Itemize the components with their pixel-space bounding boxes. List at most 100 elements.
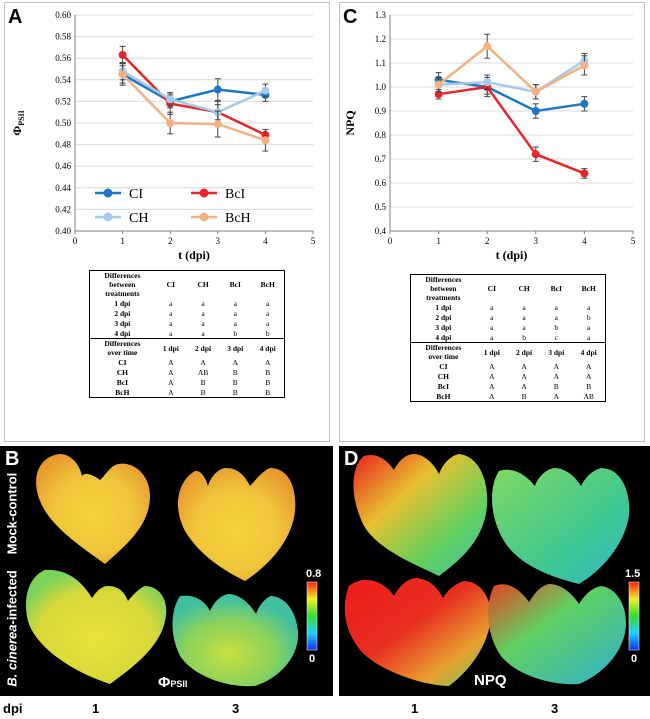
table-header-line: Differences [425,275,462,284]
leaf-b-mock-1dpi [36,454,150,564]
table-cell: B [521,391,527,401]
y-axis-label: ΦPSII [10,110,26,136]
table-row-header: CH [437,371,449,381]
table-cell: B [200,377,206,387]
x-tick-label: 3 [216,236,221,246]
table-header-line: Differences [104,271,141,280]
param-label-b: ΦPSII [158,674,187,691]
legend-marker-CH [103,212,113,222]
table-header-line: Differences [104,339,141,348]
table-cell: a [554,302,558,312]
chart-a: 0.40 0.42 0.44 0.46 0.48 0.50 0.52 0.54 0.56 0.58… [10,10,316,262]
y-tick-label: 0.60 [55,10,71,20]
table-col-header: 1 dpi [475,342,508,361]
table-row-header: 1 dpi [114,298,131,308]
legend-marker-BcH [199,212,209,222]
scale-max-b: 0.8 [306,568,322,580]
table-cell: a [169,308,173,318]
point-CI [580,99,589,108]
table-col-header: BcI [550,284,562,293]
table-col-header: 4 dpi [251,338,285,357]
table-header-row: Differences between treatments CI CH BcI BcH [90,271,285,298]
y-tick-label: 1.3 [375,10,387,20]
y-tick-label: 0.58 [55,32,71,42]
scale-bar-d [628,581,640,651]
y-tick-label: 0.4 [375,226,387,236]
table-row-header: 2 dpi [435,312,452,322]
chart-c: 0.4 0.5 0.6 0.7 0.8 0.9 1.0 1.1 1.2 1.3 0 1 2 3 4 5 t (d… [343,10,636,262]
table-header-row: Differences over time 1 dpi 2 dpi 3 dpi 4 dpi [410,342,606,361]
table-cell: A [232,357,239,367]
table-row: 3 dpi a a a a [90,318,285,328]
panel-b-letter: B [5,448,20,470]
y-tick-label: 0.7 [375,154,387,164]
table-row: CH A A A A [411,371,606,381]
table-row-header: 3 dpi [435,322,452,332]
table-cell: A [168,377,174,387]
leaf-d-infected-1dpi [344,578,491,686]
table-cell: A [489,391,495,401]
table-cell: a [201,318,205,328]
table-col-header: CI [487,284,496,293]
x-tick-label: 5 [631,236,636,246]
series-line-BcI [438,85,585,175]
dpi-d-3: 3 [551,701,559,716]
table-cell: a [490,312,494,322]
table-cell: B [265,367,271,377]
table-cell: b [265,328,270,338]
y-tick-label: 0.6 [375,178,387,188]
leaf-images-d [344,454,640,686]
table-header-label: Differences over time [89,338,155,357]
table-row-header: 2 dpi [114,308,131,318]
y-tick-label: 0.8 [375,130,387,140]
param-label-b-main: Φ [158,674,171,691]
y-tick-label: 0.9 [375,106,387,116]
point-BcI [580,169,589,178]
legend-label-BcI: BcI [225,187,246,202]
x-tick-label: 2 [485,236,490,246]
panel-a-letter: A [8,6,23,28]
table-cell: AB [197,367,209,377]
table-header-line: over time [107,348,138,357]
table-cell: b [554,322,559,332]
table-row-header: 4 dpi [114,328,131,338]
table-cell: A [586,371,592,381]
table-cell: A [553,391,560,401]
table-cell: A [553,371,560,381]
point-CH [166,95,175,104]
table-row: BcI A B B B [90,377,285,387]
y-axis-label: NPQ [343,110,357,135]
y-tick-label: 0.54 [55,75,71,85]
y-tick-label: 0.46 [55,161,71,171]
scale-min-b: 0 [309,653,316,665]
y-tick-label: 1.0 [375,82,387,92]
table-cell: a [554,312,558,322]
leaf-b-infected-3dpi [172,594,299,687]
table-header-line: treatments [105,289,140,298]
table-row-header: CH [116,367,128,377]
table-cell: a [169,328,173,338]
table-cell: B [232,367,238,377]
table-cell: A [200,357,206,367]
table-header-row: Differences between treatments CI CH BcI BcH [411,275,606,302]
table-row: CH A AB B B [90,367,285,377]
table-cell: A [586,361,592,371]
leaf-d-mock-3dpi [492,468,630,584]
table-cell: B [265,377,271,387]
leaf-b-mock-3dpi [177,468,296,581]
x-tick-label: 2 [168,236,173,246]
panel-c: C 0.4 0.5 0.6 0.7 0.8 0.9 1.0 1.1 1.2 1.3 0 1 2 3 4 5 t … [339,2,645,442]
point-BcI [531,150,540,159]
point-BcH [261,136,270,145]
legend-label-BcH: BcH [225,211,251,226]
table-cell: a [522,302,526,312]
table-row: CI A A A A [411,361,606,371]
table-col-header: CH [518,284,530,293]
panel-c-letter: C [343,6,358,28]
y-tick-label: 0.5 [375,202,387,212]
scale-bar-b [306,581,318,651]
table-cell: B [232,377,238,387]
series-line-BcH [121,73,266,142]
point-BcI [118,50,127,59]
y-tick-label: 0.44 [55,183,71,193]
